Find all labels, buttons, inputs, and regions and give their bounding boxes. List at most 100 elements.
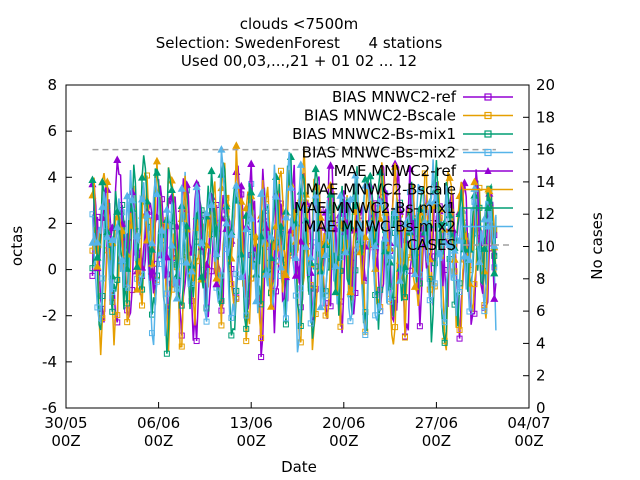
series-point (456, 288, 463, 295)
x-tick-date: 04/07 (507, 414, 550, 432)
series-point (421, 170, 428, 177)
series-point (258, 335, 265, 342)
y2-tick-label: 4 (536, 334, 546, 352)
series-point (297, 285, 304, 292)
series-point (162, 205, 171, 213)
series-point (431, 280, 438, 287)
series-point (466, 308, 473, 315)
series-point (182, 258, 191, 266)
series-point (271, 192, 281, 200)
series-point (218, 272, 225, 279)
series-point (142, 210, 152, 218)
series-point (144, 172, 151, 179)
series-point (108, 235, 117, 243)
series-point (435, 248, 444, 257)
x-tick-hour: 00Z (329, 432, 358, 450)
series-point (178, 302, 185, 309)
y-tick-label: 6 (47, 122, 57, 140)
series-point (128, 195, 137, 204)
series-point (400, 262, 410, 271)
series-point (202, 208, 211, 217)
legend-swatch-marker (484, 111, 492, 120)
series-point (276, 262, 285, 271)
series-point (450, 246, 459, 254)
series-point (460, 251, 469, 260)
series-point (187, 266, 196, 275)
series-point (481, 308, 488, 315)
y-tick-label: -2 (42, 307, 57, 325)
series-point (212, 273, 221, 282)
series-point (490, 294, 499, 302)
series-point (88, 238, 97, 246)
series-point (139, 286, 146, 293)
series-point (410, 269, 419, 278)
series-point (152, 156, 161, 165)
series-point (258, 354, 265, 361)
series-point (376, 167, 385, 176)
series-point (177, 184, 186, 192)
series-point (377, 308, 384, 315)
series-point (167, 240, 176, 249)
series-point (485, 214, 494, 223)
y2-tick-label: 10 (536, 238, 555, 256)
series-point (192, 182, 201, 191)
y-tick-label: 8 (47, 76, 57, 94)
series-point (426, 297, 433, 304)
legend-swatch-marker (484, 167, 492, 174)
y-axis: -6 -4 -2 0 2 4 6 8 (42, 76, 72, 417)
legend-label: CASES (407, 236, 456, 254)
series-point (203, 318, 210, 325)
y2-tick-label: 14 (536, 173, 555, 191)
series-point (326, 190, 335, 198)
series-point (346, 287, 355, 296)
series-point (475, 257, 484, 266)
y2-tick-label: 12 (536, 205, 555, 223)
y-tick-label: 0 (47, 261, 57, 279)
series-point (93, 237, 102, 246)
series-point (361, 232, 370, 241)
series-point (326, 219, 335, 228)
series-point (312, 311, 319, 318)
series-point (296, 237, 305, 245)
y2-tick-label: 20 (536, 76, 555, 94)
series-point (311, 164, 320, 173)
series-point (395, 276, 405, 284)
series-point (341, 247, 350, 256)
series-point (228, 332, 235, 339)
series-point (291, 271, 300, 279)
series-point (133, 231, 142, 240)
series-point (391, 208, 400, 217)
series-point (351, 170, 360, 179)
series-point (281, 270, 290, 279)
series-point (218, 322, 225, 329)
plot-area (88, 141, 499, 361)
x-tick-date: 06/06 (137, 414, 180, 432)
series-point (88, 175, 97, 184)
legend-swatch-marker (484, 130, 492, 138)
series-point (306, 252, 315, 261)
series-point (301, 242, 310, 250)
series-point (113, 222, 122, 231)
y-tick-label: -4 (42, 353, 57, 371)
y2-axis: 0 2 4 6 8 10 12 14 16 18 20 (523, 76, 555, 417)
series-point (405, 164, 414, 173)
series-point (197, 272, 206, 280)
y2-tick-label: 18 (536, 108, 555, 126)
series-point (445, 173, 454, 181)
series-point (133, 262, 142, 270)
series-point (282, 321, 289, 328)
series-point (415, 184, 424, 193)
legend-label: BIAS MNWC2-Bscale (304, 107, 456, 125)
series-point (232, 141, 241, 149)
series-point (124, 319, 131, 326)
series-point (163, 290, 170, 297)
x-axis-label: Date (281, 458, 317, 476)
series-point (347, 318, 354, 325)
series-line (91, 149, 497, 308)
x-tick-date: 20/06 (322, 414, 365, 432)
series-point (99, 275, 106, 282)
series-point (267, 232, 276, 240)
series-point (133, 285, 142, 293)
series-point (212, 279, 221, 288)
